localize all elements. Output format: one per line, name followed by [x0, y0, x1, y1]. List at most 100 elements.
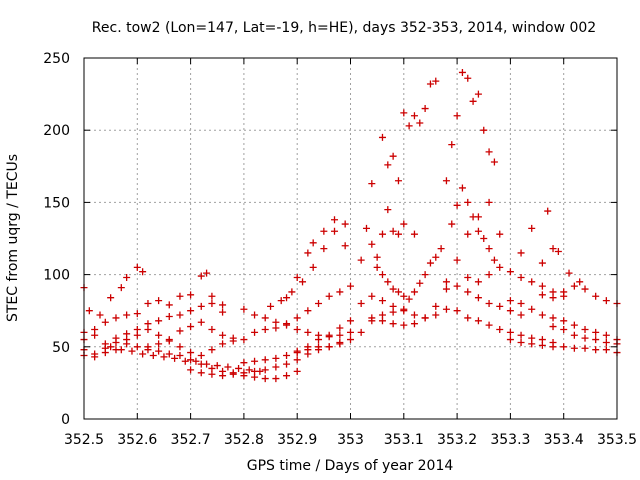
data-point-marker: [283, 351, 291, 359]
data-point-marker: [336, 324, 344, 332]
data-point-marker: [91, 353, 99, 361]
x-tick-label: 353.1: [384, 432, 424, 448]
data-point-marker: [261, 366, 269, 374]
data-point-marker: [288, 288, 296, 296]
grid-lines: [84, 58, 617, 419]
data-point-marker: [448, 220, 456, 228]
data-point-marker: [149, 351, 157, 359]
data-point-marker: [389, 285, 397, 293]
data-point-marker: [581, 334, 589, 342]
data-point-marker: [410, 311, 418, 319]
x-tick-label: 353.5: [597, 432, 637, 448]
data-point-marker: [416, 119, 424, 127]
data-point-marker: [347, 328, 354, 336]
data-points: [80, 68, 621, 383]
data-point-marker: [336, 288, 344, 296]
data-point-marker: [267, 302, 275, 310]
data-point-marker: [394, 230, 402, 238]
data-point-marker: [581, 285, 589, 293]
data-point-marker: [187, 366, 195, 374]
data-point-marker: [325, 343, 333, 351]
data-point-marker: [261, 314, 269, 322]
data-point-marker: [117, 346, 125, 354]
data-point-marker: [283, 294, 291, 302]
data-point-marker: [474, 90, 482, 98]
data-point-marker: [336, 340, 344, 348]
y-tick-label: 0: [61, 412, 70, 428]
data-point-marker: [517, 338, 525, 346]
data-point-marker: [357, 299, 365, 307]
data-point-marker: [144, 343, 152, 351]
data-point-marker: [560, 288, 568, 296]
data-point-marker: [405, 295, 413, 303]
data-point-marker: [576, 278, 584, 286]
data-point-marker: [165, 350, 173, 358]
data-point-marker: [85, 307, 93, 315]
data-point-marker: [517, 273, 525, 281]
data-point-marker: [394, 288, 402, 296]
data-point-marker: [315, 343, 323, 351]
data-point-marker: [240, 336, 248, 344]
data-point-marker: [240, 305, 248, 313]
data-point-marker: [474, 278, 482, 286]
data-point-marker: [208, 346, 216, 354]
data-point-marker: [570, 321, 578, 329]
data-point-marker: [544, 207, 552, 215]
data-point-marker: [240, 369, 248, 377]
data-point-marker: [384, 206, 392, 214]
data-point-marker: [496, 230, 504, 238]
data-point-marker: [315, 331, 323, 339]
data-point-marker: [293, 273, 301, 281]
data-point-marker: [293, 314, 301, 322]
data-point-marker: [464, 273, 472, 281]
data-point-marker: [474, 227, 482, 235]
data-point-marker: [107, 343, 115, 351]
y-axis-title: STEC from uqrg / TECUs: [5, 154, 21, 322]
data-point-marker: [490, 256, 498, 264]
data-point-marker: [176, 327, 184, 335]
data-point-marker: [197, 272, 205, 280]
data-point-marker: [347, 282, 354, 290]
data-point-marker: [368, 292, 376, 300]
data-point-marker: [133, 331, 141, 339]
data-point-marker: [325, 333, 333, 341]
data-point-marker: [442, 305, 450, 313]
data-point-marker: [496, 325, 504, 333]
data-point-marker: [528, 305, 536, 313]
data-point-marker: [197, 351, 205, 359]
data-point-marker: [421, 105, 429, 113]
data-point-marker: [410, 320, 418, 328]
data-point-marker: [368, 314, 376, 322]
data-point-marker: [235, 364, 243, 372]
data-point-marker: [506, 297, 514, 305]
y-tick-label: 50: [52, 340, 70, 356]
data-point-marker: [208, 299, 216, 307]
data-point-marker: [560, 343, 568, 351]
data-point-marker: [368, 240, 376, 248]
data-point-marker: [203, 269, 211, 277]
data-point-marker: [549, 343, 557, 351]
data-point-marker: [107, 294, 115, 302]
data-point-marker: [197, 360, 205, 368]
data-point-marker: [293, 367, 301, 375]
data-point-marker: [528, 224, 536, 232]
data-point-marker: [400, 292, 408, 300]
data-point-marker: [368, 180, 376, 188]
data-point-marker: [538, 311, 546, 319]
data-point-marker: [315, 299, 323, 307]
data-point-marker: [219, 372, 227, 380]
data-point-marker: [197, 302, 205, 310]
data-point-marker: [389, 320, 397, 328]
data-point-marker: [219, 340, 227, 348]
data-point-marker: [341, 242, 349, 250]
data-point-marker: [490, 158, 498, 166]
data-point-marker: [155, 340, 163, 348]
data-point-marker: [165, 312, 173, 320]
data-point-marker: [426, 259, 434, 267]
data-point-marker: [123, 311, 131, 319]
data-point-marker: [389, 227, 397, 235]
data-point-marker: [400, 307, 408, 315]
data-point-marker: [592, 346, 600, 354]
data-point-marker: [261, 356, 269, 364]
data-point-marker: [293, 347, 301, 355]
